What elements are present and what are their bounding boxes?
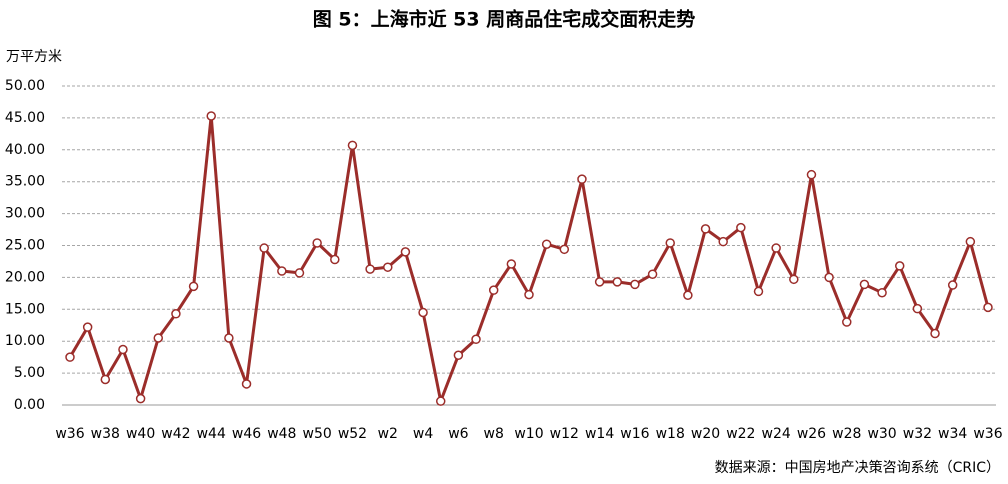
chart-title: 图 5：上海市近 53 周商品住宅成交面积走势 <box>313 8 696 31</box>
x-tick-label: w22 <box>726 426 755 442</box>
data-point <box>524 289 534 300</box>
x-tick-label: w4 <box>413 426 433 442</box>
data-point <box>277 266 287 276</box>
data-point <box>947 280 958 290</box>
x-tick-label: w12 <box>550 426 579 442</box>
data-point <box>612 277 623 287</box>
x-tick-label: w32 <box>903 426 932 442</box>
data-point <box>912 303 923 314</box>
data-point <box>753 286 764 297</box>
data-point <box>859 279 870 290</box>
y-tick-label: 20.00 <box>5 269 45 285</box>
data-point <box>683 290 693 301</box>
x-tick-label: w14 <box>585 426 614 442</box>
data-point <box>118 344 128 355</box>
data-point <box>894 261 905 271</box>
x-tick-label: w50 <box>303 426 332 442</box>
data-point <box>630 279 640 290</box>
data-point <box>241 379 252 389</box>
y-tick-label: 45.00 <box>5 110 45 126</box>
data-point <box>806 169 817 180</box>
y-tick-label: 15.00 <box>5 301 45 317</box>
data-point <box>153 333 164 343</box>
x-tick-label: w42 <box>161 426 190 442</box>
data-point <box>665 238 675 248</box>
x-tick-label: w6 <box>448 426 468 442</box>
data-point <box>259 243 269 253</box>
data-point <box>435 396 446 406</box>
y-tick-label: 10.00 <box>5 333 45 349</box>
data-point <box>100 374 111 385</box>
data-point <box>877 287 887 298</box>
y-tick-label: 25.00 <box>5 238 45 254</box>
y-tick-label: 0.00 <box>14 397 45 413</box>
data-point <box>983 302 993 313</box>
data-point <box>453 350 464 360</box>
y-tick-label: 35.00 <box>5 174 45 190</box>
data-point <box>930 328 940 339</box>
data-point <box>330 254 340 265</box>
data-point <box>824 272 834 283</box>
data-line <box>68 114 990 403</box>
data-point <box>488 285 499 295</box>
data-point <box>789 274 799 285</box>
data-point <box>647 269 658 279</box>
data-point <box>383 262 393 272</box>
data-point <box>700 224 711 234</box>
x-tick-label: w8 <box>484 426 504 442</box>
data-point <box>400 247 411 257</box>
x-tick-label: w18 <box>656 426 685 442</box>
data-point <box>224 333 234 343</box>
data-point <box>736 222 746 233</box>
x-tick-label: w2 <box>378 426 398 442</box>
x-tick-label: w34 <box>938 426 967 442</box>
x-tick-label: w30 <box>867 426 896 442</box>
data-point <box>559 244 570 255</box>
data-point <box>312 238 322 248</box>
data-point <box>471 334 481 345</box>
data-point <box>842 317 852 327</box>
data-point <box>347 140 358 151</box>
x-tick-label: w48 <box>267 426 296 442</box>
y-tick-label: 50.00 <box>5 78 45 94</box>
x-tick-label: w26 <box>797 426 826 442</box>
x-tick-label: w36 <box>973 426 1002 442</box>
y-tick-label: 30.00 <box>5 206 45 222</box>
data-point <box>294 268 305 278</box>
data-point <box>82 322 93 332</box>
data-point <box>965 236 976 247</box>
data-point <box>506 259 517 269</box>
x-tick-label: w44 <box>197 426 226 442</box>
data-point <box>171 309 181 319</box>
x-tick-label: w20 <box>691 426 720 442</box>
y-tick-label: 40.00 <box>5 142 45 158</box>
x-tick-label: w16 <box>620 426 649 442</box>
data-point <box>188 281 199 292</box>
data-point <box>206 111 216 121</box>
data-point <box>135 393 146 404</box>
x-tick-label: w46 <box>232 426 261 442</box>
data-point <box>365 264 375 274</box>
x-tick-label: w10 <box>514 426 543 442</box>
data-point <box>771 243 781 253</box>
data-point <box>718 236 728 247</box>
data-point <box>418 307 428 318</box>
data-point <box>65 352 75 362</box>
x-tick-label: w24 <box>762 426 791 442</box>
y-axis-label: 万平方米 <box>6 49 62 65</box>
x-tick-label: w40 <box>126 426 155 442</box>
data-point <box>577 174 587 184</box>
x-tick-label: w36 <box>55 426 84 442</box>
x-tick-label: w52 <box>338 426 367 442</box>
source-note: 数据来源：中国房地产决策咨询系统（CRIC） <box>715 459 1000 476</box>
x-tick-label: w28 <box>832 426 861 442</box>
y-tick-label: 5.00 <box>14 365 45 381</box>
data-point <box>541 239 552 249</box>
data-point <box>594 277 605 287</box>
x-tick-label: w38 <box>91 426 120 442</box>
